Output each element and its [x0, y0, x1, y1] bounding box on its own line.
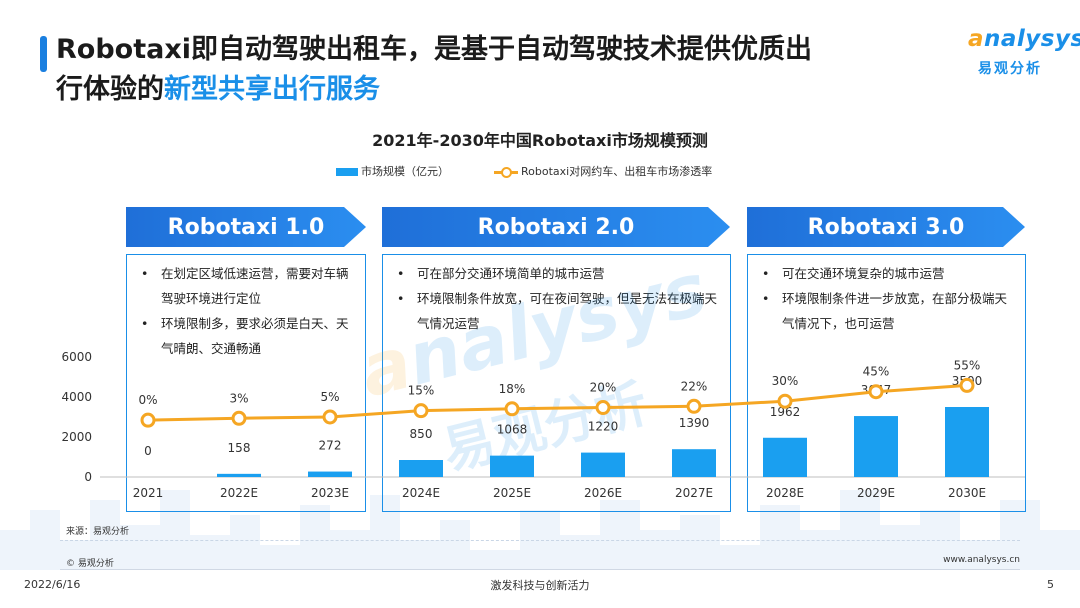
bar-value-label: 850 — [410, 427, 433, 441]
rate-point-2029E — [868, 384, 884, 400]
analysys-logo: analysys 易观分析 — [958, 22, 1080, 82]
rate-value-label: 3% — [229, 391, 248, 405]
x-tick-label: 2025E — [493, 486, 531, 500]
phase-2-bullet: 可在部分交通环境简单的城市运营 — [391, 261, 722, 286]
phase-banner-3: Robotaxi 3.0 — [747, 207, 1025, 247]
bar-2023E — [308, 471, 352, 477]
rate-value-label: 5% — [320, 390, 339, 404]
legend-line-swatch — [494, 167, 518, 178]
legend-line-label: Robotaxi对网约车、出租车市场渗透率 — [521, 165, 713, 178]
page-title: Robotaxi即自动驾驶出租车，是基于自动驾驶技术提供优质出 行体验的新型共享出… — [56, 30, 936, 110]
chart-legend: 市场规模（亿元） Robotaxi对网约车、出租车市场渗透率 — [0, 163, 1080, 181]
x-tick-label: 2023E — [311, 486, 349, 500]
phase-1-bullet: 环境限制多，要求必须是白天、天气晴朗、交通畅通 — [135, 311, 357, 361]
rate-point-2028E — [777, 393, 793, 409]
bar-2025E — [490, 455, 534, 477]
bar-2024E — [399, 460, 443, 477]
phase-1-bullet: 在划定区域低速运营，需要对车辆驾驶环境进行定位 — [135, 261, 357, 311]
y-tick-label: 0 — [84, 470, 92, 484]
legend-bar-series: 市场规模（亿元） — [336, 163, 449, 179]
y-tick-label: 6000 — [61, 350, 92, 364]
bar-value-label: 0 — [144, 444, 152, 458]
phase-box-1: 在划定区域低速运营，需要对车辆驾驶环境进行定位 环境限制多，要求必须是白天、天气… — [126, 254, 366, 512]
phase-box-3: 可在交通环境复杂的城市运营 环境限制条件进一步放宽，在部分极端天气情况下，也可运… — [747, 254, 1026, 512]
source-note: 来源：易观分析 — [66, 527, 130, 537]
x-tick-label: 2024E — [402, 486, 440, 500]
rate-value-label: 20% — [590, 381, 617, 395]
phase-3-bullet: 环境限制条件进一步放宽，在部分极端天气情况下，也可运营 — [756, 286, 1017, 336]
rate-value-label: 30% — [772, 374, 799, 388]
rate-value-label: 22% — [681, 379, 708, 393]
x-tick-label: 2027E — [675, 486, 713, 500]
phase-banner-2: Robotaxi 2.0 — [382, 207, 730, 247]
bar-2027E — [672, 449, 716, 477]
logo-wordmark: analysys — [968, 26, 1080, 52]
bottom-divider — [60, 569, 1020, 570]
rate-point-2030E — [959, 377, 975, 393]
bar-2028E — [763, 437, 807, 477]
x-tick-label: 2028E — [766, 486, 804, 500]
rate-point-2025E — [504, 401, 520, 417]
rate-point-2022E — [231, 410, 247, 426]
title-text: Robotaxi即自动驾驶出租车，是基于自动驾驶技术提供优质出 — [56, 34, 813, 65]
rate-value-label: 0% — [138, 393, 157, 407]
website-url: www.analysys.cn — [943, 555, 1020, 565]
copyright-note: © 易观分析 — [66, 559, 114, 569]
x-tick-label: 2021 — [133, 486, 164, 500]
legend-line-series: Robotaxi对网约车、出租车市场渗透率 — [494, 163, 712, 179]
title-highlight: 新型共享出行服务 — [164, 74, 380, 105]
rate-value-label: 55% — [954, 358, 981, 372]
footer-separator — [60, 540, 1020, 541]
logo-chinese-name: 易观分析 — [978, 61, 1042, 77]
legend-bar-label: 市场规模（亿元） — [361, 165, 449, 178]
report-date: 2022/6/16 — [24, 578, 81, 591]
footer-slogan: 激发科技与创新活力 — [490, 579, 590, 592]
legend-bar-swatch — [336, 168, 358, 176]
rate-value-label: 45% — [863, 365, 890, 379]
rate-value-label: 15% — [408, 384, 435, 398]
title-text-line2: 行体验的 — [56, 74, 164, 105]
rate-point-2024E — [413, 403, 429, 419]
bar-2030E — [945, 407, 989, 477]
y-tick-label: 4000 — [61, 390, 92, 404]
y-tick-label: 2000 — [61, 430, 92, 444]
rate-point-2023E — [322, 409, 338, 425]
city-skyline-decoration — [0, 490, 1080, 570]
phase-banner-1: Robotaxi 1.0 — [126, 207, 366, 247]
bar-value-label: 272 — [319, 439, 342, 453]
bar-value-label: 158 — [228, 441, 251, 455]
rate-point-2027E — [686, 398, 702, 414]
page-number: 5 — [1047, 578, 1054, 591]
phase-box-2: 可在部分交通环境简单的城市运营 环境限制条件放宽，可在夜间驾驶，但是无法在极端天… — [382, 254, 731, 512]
title-accent-bar — [40, 36, 47, 72]
bar-2022E — [217, 473, 261, 477]
x-tick-label: 2029E — [857, 486, 895, 500]
phase-2-bullet: 环境限制条件放宽，可在夜间驾驶，但是无法在极端天气情况运营 — [391, 286, 722, 336]
phase-3-bullet: 可在交通环境复杂的城市运营 — [756, 261, 1017, 286]
x-tick-label: 2030E — [948, 486, 986, 500]
x-tick-label: 2026E — [584, 486, 622, 500]
rate-value-label: 18% — [499, 382, 526, 396]
x-tick-label: 2022E — [220, 486, 258, 500]
bar-2026E — [581, 452, 625, 477]
rate-point-2021 — [140, 412, 156, 428]
chart-title: 2021年-2030年中国Robotaxi市场规模预测 — [372, 131, 708, 150]
bar-2029E — [854, 416, 898, 477]
bar-value-label: 1390 — [679, 416, 710, 430]
bar-value-label: 1962 — [770, 405, 801, 419]
penetration-rate-line — [147, 383, 968, 422]
rate-point-2026E — [595, 400, 611, 416]
bar-value-label: 1220 — [588, 420, 619, 434]
bar-value-label: 1068 — [497, 423, 528, 437]
